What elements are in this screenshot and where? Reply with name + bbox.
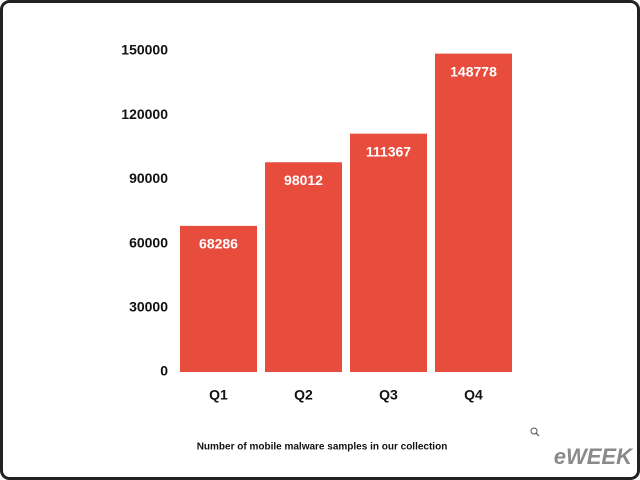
- watermark: eWEEK: [554, 444, 634, 469]
- value-label: 68286: [199, 236, 238, 252]
- value-label: 98012: [284, 172, 323, 188]
- y-tick-label: 0: [160, 363, 168, 379]
- x-tick-label: Q4: [464, 387, 483, 403]
- bar: [265, 162, 342, 372]
- bar: [435, 53, 512, 372]
- x-tick-label: Q2: [294, 387, 313, 403]
- value-label: 148778: [450, 63, 497, 79]
- y-tick-label: 60000: [129, 234, 168, 250]
- value-label: 111367: [366, 143, 411, 159]
- bar: [180, 225, 257, 372]
- y-tick-label: 150000: [121, 42, 168, 58]
- bar: [350, 133, 427, 372]
- chart-title: Number of mobile malware samples in our …: [197, 442, 448, 453]
- y-tick-label: 90000: [129, 170, 168, 186]
- y-tick-label: 120000: [121, 106, 168, 122]
- x-tick-label: Q3: [379, 387, 398, 403]
- zoom-icon: [530, 427, 540, 437]
- x-tick-label: Q1: [209, 387, 228, 403]
- y-tick-label: 30000: [129, 299, 168, 315]
